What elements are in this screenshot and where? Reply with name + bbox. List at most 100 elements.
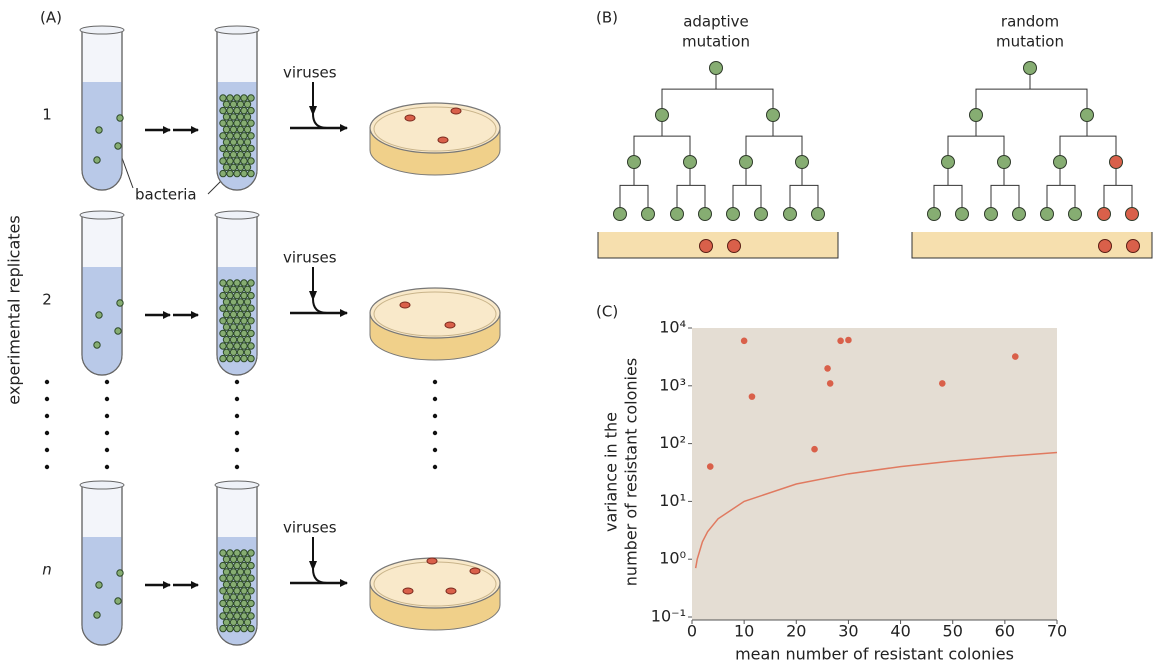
resistant-colony [700,240,713,253]
bacterium [227,170,233,176]
bacterium [234,343,240,349]
tube-rim [215,26,259,34]
bacterium [241,305,247,311]
bacterium [227,562,233,568]
bacterium [237,569,243,575]
bacterium [241,280,247,286]
cell [628,156,641,169]
bacterium [237,607,243,613]
bacterium [220,343,226,349]
bacterium [237,581,243,587]
branch [1060,115,1116,162]
bacterium [248,330,254,336]
bacterium [241,330,247,336]
ellipsis-dot [45,414,49,418]
bacterium [237,337,243,343]
bacterium [223,594,229,600]
bacterium [223,581,229,587]
colony [400,302,410,308]
cell [642,208,655,221]
bacterium [248,133,254,139]
bacterium [244,311,250,317]
bacterium [241,95,247,101]
bacterium [230,569,236,575]
bacterium [96,127,102,133]
panel-label: (B) [596,9,618,27]
ellipsis-dot [105,431,109,435]
branch [976,68,1087,115]
bacterium [223,324,229,330]
data-point [811,446,818,453]
axis-label: experimental replicates [5,215,24,404]
bacterium [94,157,100,163]
ellipsis-dot [45,397,49,401]
y-tick-label: 10⁻¹ [651,607,686,626]
bacterium [230,299,236,305]
bacterium [220,133,226,139]
bacterium [248,613,254,619]
bacterium [234,170,240,176]
bacterium [223,337,229,343]
bacterium [241,158,247,164]
bacterium [227,343,233,349]
bacterium [117,300,123,306]
bacterium [227,588,233,594]
bacterium [227,305,233,311]
panel-label: (A) [40,9,62,27]
bacterium [234,550,240,556]
bacterium [220,575,226,581]
tube-rim [215,211,259,219]
branch [620,162,648,214]
dish-top [370,103,500,153]
cell [671,208,684,221]
bacterium [220,158,226,164]
bacterium [248,318,254,324]
bacterium [237,152,243,158]
ellipsis-dot [433,397,437,401]
bacterium [244,139,250,145]
bacterium [117,115,123,121]
x-tick-label: 40 [890,622,910,641]
bacterium [241,562,247,568]
virus-arrow-head [309,561,317,571]
resistant-colony [1127,240,1140,253]
bacterium [220,355,226,361]
bacterium [227,145,233,151]
bacterium [241,145,247,151]
bacterium [220,600,226,606]
bacterium [237,324,243,330]
bacterium [234,133,240,139]
data-point [741,338,748,345]
bacterium [234,292,240,298]
x-tick-label: 70 [1047,622,1067,641]
bacterium [227,107,233,113]
ellipsis-dot [235,380,239,384]
branch [948,115,1004,162]
bacterium [230,581,236,587]
virus-label: viruses [283,249,337,267]
bacterium [227,280,233,286]
bacterium [115,598,121,604]
ellipsis-dot [105,414,109,418]
tree-title: random [1001,13,1059,31]
bacterium [223,569,229,575]
virus-label: viruses [283,519,337,537]
bacterium [220,588,226,594]
bacterium [241,170,247,176]
bacterium [230,101,236,107]
replicate-label: 2 [42,291,52,309]
data-point [827,380,834,387]
cell [928,208,941,221]
bacterium [223,349,229,355]
bacterium [241,600,247,606]
cell [699,208,712,221]
bacterium [237,164,243,170]
liquid [82,267,122,375]
bacterium [96,582,102,588]
bacterium [220,120,226,126]
virus-arrow [313,82,327,128]
colony [427,558,437,564]
bacterium [237,139,243,145]
bacterium [220,625,226,631]
bacterium [244,569,250,575]
